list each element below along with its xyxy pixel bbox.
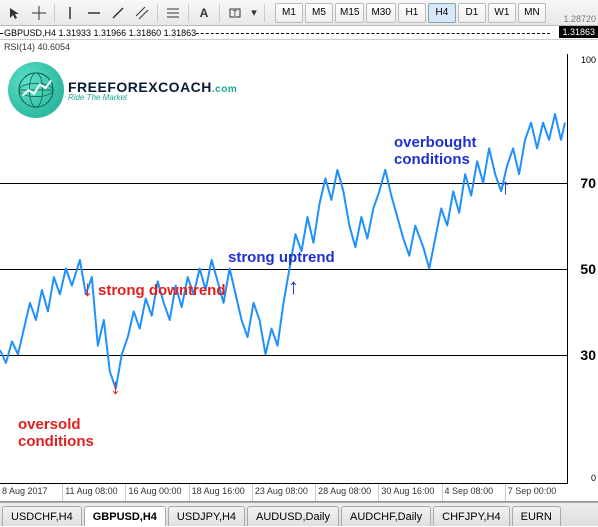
timeframe-d1[interactable]: D1: [458, 3, 486, 23]
separator: [219, 4, 220, 22]
y-tick: 30: [580, 347, 596, 363]
fibo-tool[interactable]: [162, 2, 184, 24]
chart-area[interactable]: FREEFOREXCOACH.com Ride The Market stron…: [0, 54, 568, 483]
tab-usdchf-h4[interactable]: USDCHF,H4: [2, 506, 82, 526]
timeframe-h1[interactable]: H1: [398, 3, 426, 23]
y-tick: 100: [581, 55, 596, 65]
hline-tool[interactable]: [83, 2, 105, 24]
svg-text:T: T: [233, 9, 238, 18]
symbol-info: GBPUSD,H4 1.31933 1.31966 1.31860 1.3186…: [4, 28, 196, 38]
vline-tool[interactable]: [59, 2, 81, 24]
x-tick: 28 Aug 08:00: [315, 484, 378, 501]
symbol-info-strip: GBPUSD,H4 1.31933 1.31966 1.31860 1.3186…: [0, 26, 598, 40]
arrow-icon: ↓: [110, 374, 121, 400]
rsi-info-strip: RSI(14) 40.6054: [0, 40, 598, 54]
separator: [54, 4, 55, 22]
timeframe-m5[interactable]: M5: [305, 3, 333, 23]
tab-eurn[interactable]: EURN: [512, 506, 561, 526]
toolbar: A T ▾ M1M5M15M30H1H4D1W1MN: [0, 0, 598, 26]
x-tick: 11 Aug 08:00: [62, 484, 125, 501]
y-tick: 70: [580, 175, 596, 191]
crosshair-tool[interactable]: [28, 2, 50, 24]
timeframe-m15[interactable]: M15: [335, 3, 364, 23]
annotation: strong downtrend: [98, 282, 226, 299]
chart-panel: FREEFOREXCOACH.com Ride The Market stron…: [0, 54, 598, 502]
arrow-icon: ↑: [500, 174, 511, 200]
tab-audchf-daily[interactable]: AUDCHF,Daily: [341, 506, 431, 526]
separator: [157, 4, 158, 22]
annotation: overboughtconditions: [394, 134, 477, 169]
cursor-tool[interactable]: [4, 2, 26, 24]
text-tool[interactable]: A: [193, 2, 215, 24]
tab-usdjpy-h4[interactable]: USDJPY,H4: [168, 506, 245, 526]
timeframe-h4[interactable]: H4: [428, 3, 456, 23]
separator: [188, 4, 189, 22]
arrow-icon: ↓: [82, 276, 93, 302]
arrow-icon: ↑: [288, 274, 299, 300]
trendline-tool[interactable]: [107, 2, 129, 24]
x-tick: 8 Aug 2017: [0, 484, 62, 501]
annotation: oversoldconditions: [18, 416, 94, 451]
logo-tld: .com: [212, 84, 237, 95]
timeframe-m1[interactable]: M1: [275, 3, 303, 23]
x-tick: 30 Aug 16:00: [378, 484, 441, 501]
x-tick: 18 Aug 16:00: [189, 484, 252, 501]
logo-globe-icon: [8, 62, 64, 118]
x-tick: 16 Aug 00:00: [125, 484, 188, 501]
price-box: 1.31863: [559, 26, 598, 38]
separator: [264, 4, 265, 22]
dropdown-icon[interactable]: ▾: [248, 2, 260, 24]
y-tick: 50: [580, 261, 596, 277]
x-tick: 7 Sep 00:00: [505, 484, 568, 501]
channel-tool[interactable]: [131, 2, 153, 24]
y-axis: 30 50 70 0 100: [568, 54, 598, 483]
x-tick: 23 Aug 08:00: [252, 484, 315, 501]
timeframe-m30[interactable]: M30: [366, 3, 395, 23]
tab-audusd-daily[interactable]: AUDUSD,Daily: [247, 506, 339, 526]
tab-gbpusd-h4[interactable]: GBPUSD,H4: [84, 506, 166, 526]
timeframe-w1[interactable]: W1: [488, 3, 516, 23]
symbol-tabs: USDCHF,H4GBPUSD,H4USDJPY,H4AUDUSD,DailyA…: [0, 502, 598, 526]
timeframe-mn[interactable]: MN: [518, 3, 546, 23]
secondary-price: 1.28720: [561, 14, 598, 24]
y-tick: 0: [591, 473, 596, 483]
text-label-tool[interactable]: T: [224, 2, 246, 24]
brand-logo: FREEFOREXCOACH.com Ride The Market: [8, 62, 237, 118]
x-axis: 8 Aug 201711 Aug 08:0016 Aug 00:0018 Aug…: [0, 483, 568, 501]
tab-chfjpy-h4[interactable]: CHFJPY,H4: [433, 506, 509, 526]
x-tick: 4 Sep 08:00: [442, 484, 505, 501]
annotation: strong uptrend: [228, 249, 335, 266]
rsi-label: RSI(14) 40.6054: [4, 42, 70, 52]
